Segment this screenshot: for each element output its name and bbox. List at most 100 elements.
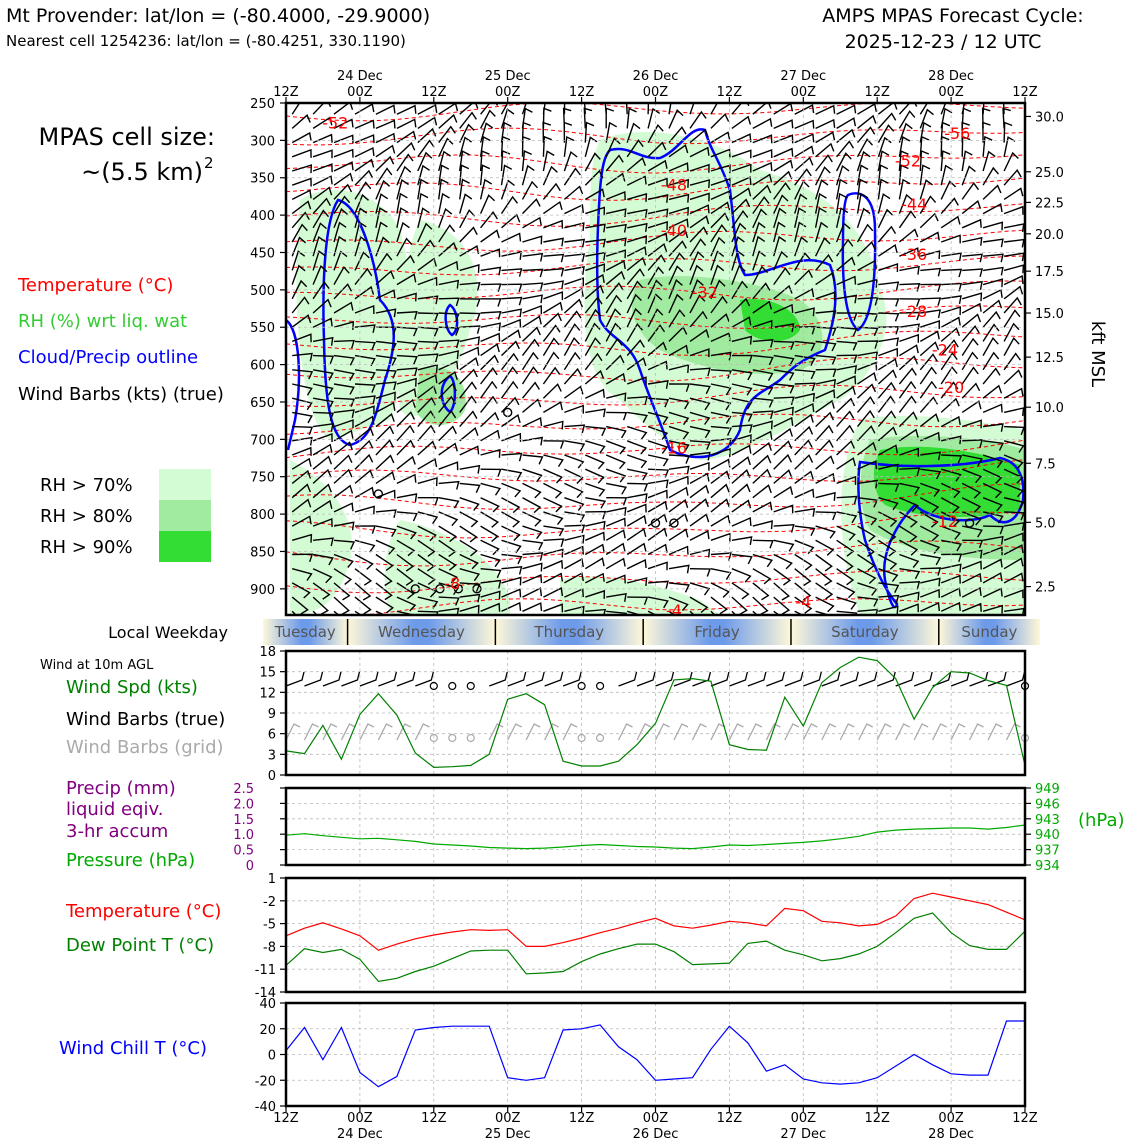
wind-barb — [1003, 169, 1022, 186]
wind-barb — [480, 468, 502, 478]
wind-barb — [459, 525, 478, 543]
wind-barb — [983, 440, 1005, 451]
wind-barb — [878, 482, 900, 492]
wind-barb — [835, 164, 850, 186]
wind-barb — [585, 440, 606, 454]
wind-barb — [1003, 187, 1024, 200]
forecast-cycle-label: AMPS MPAS Forecast Cycle: — [822, 5, 1083, 27]
wind-barb — [710, 532, 731, 542]
wind-barb — [710, 383, 732, 396]
wind-barb — [961, 400, 982, 413]
wind-barb — [584, 572, 605, 584]
wind-barb — [459, 568, 481, 582]
wind-barb-sfc — [858, 671, 878, 687]
wind-barb — [312, 499, 333, 513]
wind-barb — [920, 267, 942, 277]
wind-barb-grid — [913, 723, 929, 741]
wind-barb — [333, 409, 355, 418]
wind-barb — [396, 354, 418, 365]
wind-barb-grid — [765, 723, 781, 741]
label-wind-barbs: Wind Barbs (true) — [66, 709, 225, 730]
wind-barb — [940, 164, 953, 186]
wind-barb — [605, 260, 626, 272]
wind-barb — [291, 164, 313, 174]
wind-barb — [647, 103, 650, 115]
wind-barb — [375, 369, 397, 379]
wind-barb — [626, 527, 647, 541]
wind-barb — [606, 208, 627, 218]
wind-barb — [564, 558, 584, 570]
wind-barb — [501, 452, 523, 462]
time-tick-label: 00Z — [347, 85, 373, 100]
wind-barb — [312, 280, 330, 300]
wind-barb — [396, 311, 418, 320]
wind-barb — [877, 124, 895, 143]
rh-area — [290, 460, 352, 615]
wind-barb — [961, 602, 982, 612]
wind-barb — [459, 244, 480, 257]
wind-barb — [899, 311, 921, 321]
wind-barb — [501, 251, 522, 260]
wind-barb — [836, 410, 855, 428]
temperature-contour — [286, 330, 1025, 356]
wind-barb — [856, 138, 874, 158]
wind-barb — [543, 454, 564, 467]
wind-barb — [982, 337, 999, 356]
wind-barb — [627, 222, 648, 232]
wind-barb — [940, 121, 951, 143]
wind-barb — [752, 173, 773, 186]
wind-barb — [480, 395, 498, 413]
wind-barb — [773, 596, 791, 615]
wind-barb — [982, 121, 991, 143]
wind-barb — [563, 351, 581, 371]
wind-barb — [480, 590, 501, 600]
wind-barb — [291, 333, 312, 343]
wind-barb — [500, 396, 520, 413]
cell-size-sup: 2 — [204, 154, 214, 172]
wind-barb — [625, 103, 628, 115]
wind-barb — [438, 150, 451, 172]
wind-barb — [626, 235, 648, 245]
wind-barb — [333, 383, 355, 395]
wind-barb — [1003, 387, 1024, 399]
wind-barb — [773, 194, 789, 214]
wind-barb — [898, 395, 917, 413]
wind-barb — [627, 493, 648, 502]
rh-area — [873, 446, 1020, 517]
date-label: 28 Dec — [928, 1127, 974, 1140]
wind-barb — [689, 411, 711, 425]
time-tick-label: 00Z — [791, 1111, 817, 1126]
wind-barb — [564, 454, 585, 469]
wind-barb — [898, 367, 917, 385]
wind-speed-panel: 0 3 6 9 12 15 18 — [259, 645, 1030, 784]
wind-barb — [417, 222, 433, 243]
wind-barb — [689, 582, 711, 596]
wind-barb — [647, 193, 669, 203]
wind-barb — [982, 468, 1003, 484]
wind-barb-sfc — [692, 671, 712, 687]
wind-barb — [752, 196, 770, 214]
wind-barb — [313, 537, 334, 547]
wind-barb — [543, 420, 564, 430]
wind-barb — [333, 484, 354, 499]
wind-barb — [982, 604, 1004, 614]
wind-barb — [689, 397, 711, 411]
wind-barb — [438, 425, 457, 442]
wind-barb — [292, 352, 313, 362]
wind-barb-grid — [987, 723, 1003, 741]
wind-barb — [480, 354, 499, 371]
wind-barb — [668, 564, 690, 574]
wind-barb — [291, 236, 307, 257]
wind-barb — [940, 339, 959, 357]
wind-barb — [752, 501, 773, 513]
kft-tick-label: 7.5 — [1035, 457, 1056, 472]
wind-barb — [480, 497, 500, 513]
wind-barb — [354, 525, 376, 534]
wind-barb — [626, 139, 644, 158]
wind-barb — [606, 425, 627, 439]
wind-barb — [521, 121, 531, 143]
wind-barb — [794, 454, 814, 470]
wind-barb — [522, 398, 542, 413]
wind-barb — [878, 337, 900, 347]
